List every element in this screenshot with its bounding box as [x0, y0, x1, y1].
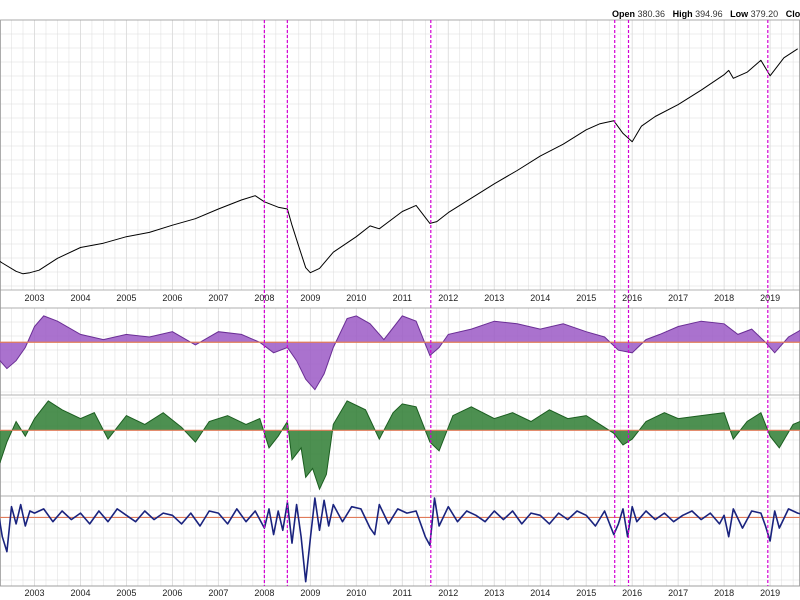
x-tick-label: 2008 [254, 588, 274, 598]
x-tick-label: 2015 [576, 588, 596, 598]
high-label: High [672, 9, 693, 19]
x-tick-label: 2013 [484, 588, 504, 598]
x-tick-label: 2008 [254, 293, 274, 303]
chart-frame [0, 19, 800, 587]
x-tick-label: 2005 [116, 588, 136, 598]
x-tick-label: 2019 [760, 588, 780, 598]
open-value: 380.36 [637, 9, 666, 19]
x-tick-label: 2014 [530, 293, 550, 303]
x-tick-label: 2011 [393, 293, 412, 303]
price-line [0, 48, 798, 275]
x-tick-label: 2011 [393, 588, 412, 598]
x-tick-label: 2004 [70, 293, 90, 303]
ohlc-readout: Open 380.36 High 394.96 Low 379.20 Close… [612, 9, 800, 19]
x-tick-label: 2003 [24, 588, 44, 598]
low-value: 379.20 [750, 9, 779, 19]
open-label: Open [612, 9, 636, 19]
x-tick-label: 2015 [576, 293, 596, 303]
x-tick-label: 2009 [300, 293, 320, 303]
x-tick-label: 2006 [162, 588, 182, 598]
x-tick-label: 2005 [116, 293, 136, 303]
x-tick-label: 2018 [714, 588, 734, 598]
oscillator-1-area [0, 315, 800, 390]
grid [0, 19, 800, 587]
x-tick-label: 2016 [622, 293, 642, 303]
oscillator-2-area [0, 400, 800, 490]
close-label: Close [785, 9, 800, 19]
x-tick-label: 2014 [530, 588, 550, 598]
x-tick-label: 2006 [162, 293, 182, 303]
x-tick-label: 2009 [300, 588, 320, 598]
series-oscillator-3 [0, 497, 800, 583]
series-price [0, 48, 798, 275]
x-axis-ticks: 2003 2004 2005 2006 2007 2008 2009 2010 2011 2012… [24, 293, 780, 598]
x-tick-label: 2012 [438, 293, 458, 303]
series-oscillator-1 [0, 315, 800, 391]
series-oscillator-2 [0, 400, 800, 491]
oscillator-2-line [0, 400, 800, 491]
x-tick-label: 2016 [622, 588, 642, 598]
x-tick-label: 2013 [484, 293, 504, 303]
low-label: Low [730, 9, 749, 19]
x-tick-label: 2004 [70, 588, 90, 598]
x-tick-label: 2007 [208, 588, 228, 598]
x-tick-label: 2018 [714, 293, 734, 303]
x-tick-label: 2017 [668, 293, 688, 303]
x-tick-label: 2010 [346, 588, 366, 598]
x-tick-label: 2003 [24, 293, 44, 303]
x-tick-label: 2007 [208, 293, 228, 303]
oscillator-3-line [0, 497, 800, 583]
event-markers [263, 20, 769, 586]
x-tick-label: 2010 [346, 293, 366, 303]
oscillator-1-line [0, 315, 800, 391]
x-tick-label: 2017 [668, 588, 688, 598]
x-tick-label: 2012 [438, 588, 458, 598]
x-tick-label: 2019 [760, 293, 780, 303]
high-value: 394.96 [695, 9, 723, 19]
